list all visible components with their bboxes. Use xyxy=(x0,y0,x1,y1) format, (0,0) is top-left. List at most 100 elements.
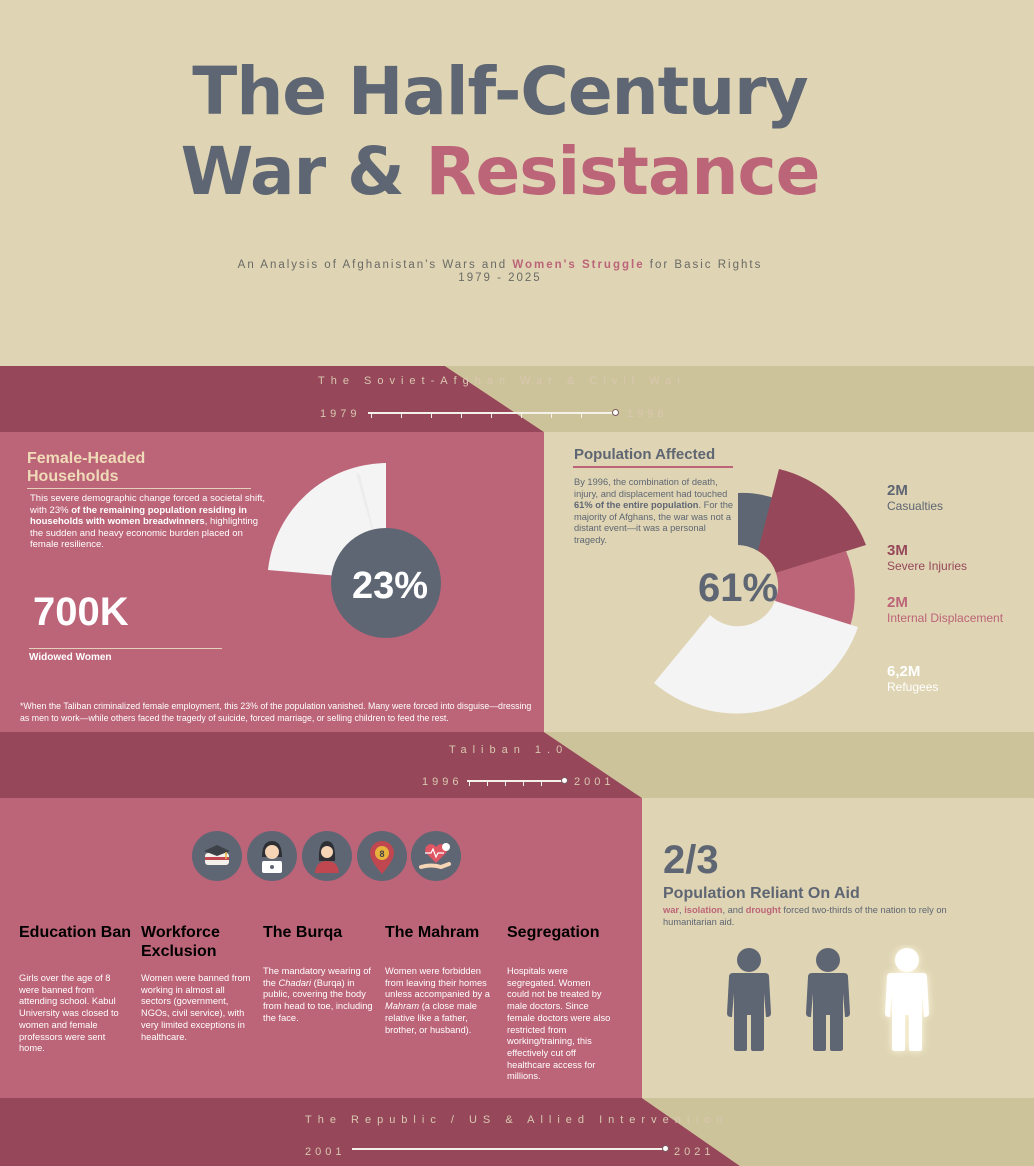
hand-heart-icon xyxy=(411,831,461,881)
graduation-diploma-icon xyxy=(192,831,242,881)
location-pin-icon: 8 xyxy=(357,831,407,881)
education-ban-column: Education Ban Girls over the age of 8 we… xyxy=(19,923,131,1055)
subtitle-text-b: for Basic Rights xyxy=(644,259,763,271)
title-line-2-accent: Resistance xyxy=(425,133,821,210)
subtitle-accent: Women's Struggle xyxy=(512,259,645,271)
female-headed-rule xyxy=(27,488,251,489)
female-headed-title-line-2: Households xyxy=(27,468,119,485)
timeline-tick xyxy=(523,782,524,786)
refugees-wedge xyxy=(654,601,858,714)
aid-value: 2/3 xyxy=(663,838,719,882)
era-3-timeline xyxy=(352,1142,670,1156)
fh-desc-b: , highlighting the sudden and heavy econ… xyxy=(30,516,259,550)
era-2-timeline-handle xyxy=(561,777,568,784)
stat-casualties-label: Casualties xyxy=(887,499,944,513)
burqa-body-b: (Burqa) in public, covering the body fro… xyxy=(263,977,373,1023)
person-icon-aided xyxy=(806,948,850,1051)
subtitle-years: 1979 - 2025 xyxy=(458,272,542,284)
stat-refugees-label: Refugees xyxy=(887,680,939,694)
stat-internal-displacement: 2M Internal Displacement xyxy=(887,594,1007,626)
internal-displacement-wedge xyxy=(775,551,855,627)
female-headed-title-line-1: Female-Headed xyxy=(27,450,146,467)
female-headed-center-circle xyxy=(331,528,441,638)
era-3-end-year: 2021 xyxy=(674,1146,715,1158)
page-title: The Half-Century War & Resistance xyxy=(0,52,1000,212)
population-chart: 61% xyxy=(654,469,866,714)
era-2-timeline xyxy=(467,773,569,787)
era-3-timeline-handle xyxy=(662,1145,669,1152)
subtitle-text-a: An Analysis of Afghanistan's Wars and xyxy=(237,259,513,271)
population-title: Population Affected xyxy=(574,446,716,463)
stat-severe-injuries-label: Severe Injuries xyxy=(887,559,968,573)
burqa-body-em: Chadari xyxy=(278,977,312,988)
education-ban-title: Education Ban xyxy=(19,924,132,941)
population-description: By 1996, the combination of death, injur… xyxy=(574,477,736,546)
population-title-rule xyxy=(573,466,733,468)
stat-casualties: 2M Casualties xyxy=(887,482,1027,514)
era-1-end-year: 1996 xyxy=(627,408,668,420)
timeline-tick xyxy=(491,414,492,418)
female-headed-description: This severe demographic change forced a … xyxy=(30,493,268,551)
timeline-tick xyxy=(469,782,470,786)
aid-title: Population Reliant On Aid xyxy=(663,885,860,902)
fh-desc-a: This severe demographic change forced a … xyxy=(30,493,265,516)
timeline-tick xyxy=(371,414,372,418)
timeline-tick xyxy=(431,414,432,418)
stat-casualties-value: 2M xyxy=(887,482,908,499)
era-3-start-year: 2001 xyxy=(305,1146,346,1158)
segregation-title: Segregation xyxy=(507,924,600,941)
era-2-start-year: 1996 xyxy=(422,776,463,788)
woman-laptop-icon xyxy=(247,831,297,881)
timeline-tick xyxy=(401,414,402,418)
hand-heart-glyph xyxy=(419,843,451,870)
female-headed-chart: 23% xyxy=(268,463,441,638)
timeline-tick xyxy=(521,414,522,418)
woman-icon xyxy=(302,831,352,881)
severe-injuries-wedge xyxy=(758,469,866,573)
timeline-tick xyxy=(487,782,488,786)
segregation-column: Segregation Hospitals were segregated. W… xyxy=(507,923,615,1083)
era-1-title: The Soviet-Afghan War & Civil War xyxy=(318,375,687,387)
workforce-exclusion-body: Women were banned from working in almost… xyxy=(141,973,251,1042)
era-2-title: Taliban 1.0 xyxy=(449,744,569,756)
burqa-title: The Burqa xyxy=(263,924,343,941)
stat-internal-displacement-label: Internal Displacement xyxy=(887,611,1004,625)
subtitle-line: An Analysis of Afghanistan's Wars and Wo… xyxy=(0,259,1000,272)
aid-people-chart xyxy=(727,948,929,1051)
female-headed-footnote: *When the Taliban criminalized female em… xyxy=(20,701,532,723)
burqa-column: The Burqa The mandatory wearing of the C… xyxy=(263,923,373,1025)
aid-sep-2: , and xyxy=(722,905,746,915)
svg-text:8: 8 xyxy=(379,849,384,859)
era-1-timeline-handle xyxy=(612,409,619,416)
era-1-timeline xyxy=(368,405,619,419)
female-headed-title: Female-Headed Households xyxy=(27,450,267,486)
era-2-timeline-bar xyxy=(467,780,567,782)
aid-word-isolation: isolation xyxy=(684,905,723,915)
widowed-label: Widowed Women xyxy=(29,652,112,663)
page-subtitle: An Analysis of Afghanistan's Wars and Wo… xyxy=(0,259,1000,285)
timeline-tick xyxy=(581,414,582,418)
title-line-2-plain: War & xyxy=(180,133,426,210)
female-headed-percent: 23% xyxy=(352,565,428,607)
aid-sep-1: , xyxy=(679,905,685,915)
title-line-1: The Half-Century xyxy=(192,53,808,130)
workforce-exclusion-title: Workforce Exclusion xyxy=(141,924,220,960)
aid-description: war, isolation, and drought forced two-t… xyxy=(663,905,953,928)
stat-refugees-value: 6,2M xyxy=(887,663,921,680)
segregation-body: Hospitals were segregated. Women could n… xyxy=(507,966,611,1082)
mahram-title: The Mahram xyxy=(385,924,480,941)
mahram-body: Women were forbidden from leaving their … xyxy=(385,966,495,1036)
aid-rest: forced two-thirds of the nation to rely … xyxy=(663,905,947,927)
mahram-body-em: Mahram xyxy=(385,1001,420,1012)
timeline-tick xyxy=(541,782,542,786)
pa-desc-a: By 1996, the combination of death, injur… xyxy=(574,477,728,499)
stat-severe-injuries-value: 3M xyxy=(887,542,908,559)
timeline-tick xyxy=(505,782,506,786)
woman-laptop-glyph xyxy=(262,841,282,873)
title-line-2: War & Resistance xyxy=(0,132,1000,212)
graduation-diploma-glyph xyxy=(204,845,230,865)
workforce-exclusion-column: Workforce Exclusion Women were banned fr… xyxy=(141,923,257,1043)
education-ban-body: Girls over the age of 8 were banned from… xyxy=(19,973,119,1054)
timeline-tick xyxy=(461,414,462,418)
burqa-body-a: The mandatory wearing of the xyxy=(263,966,372,988)
